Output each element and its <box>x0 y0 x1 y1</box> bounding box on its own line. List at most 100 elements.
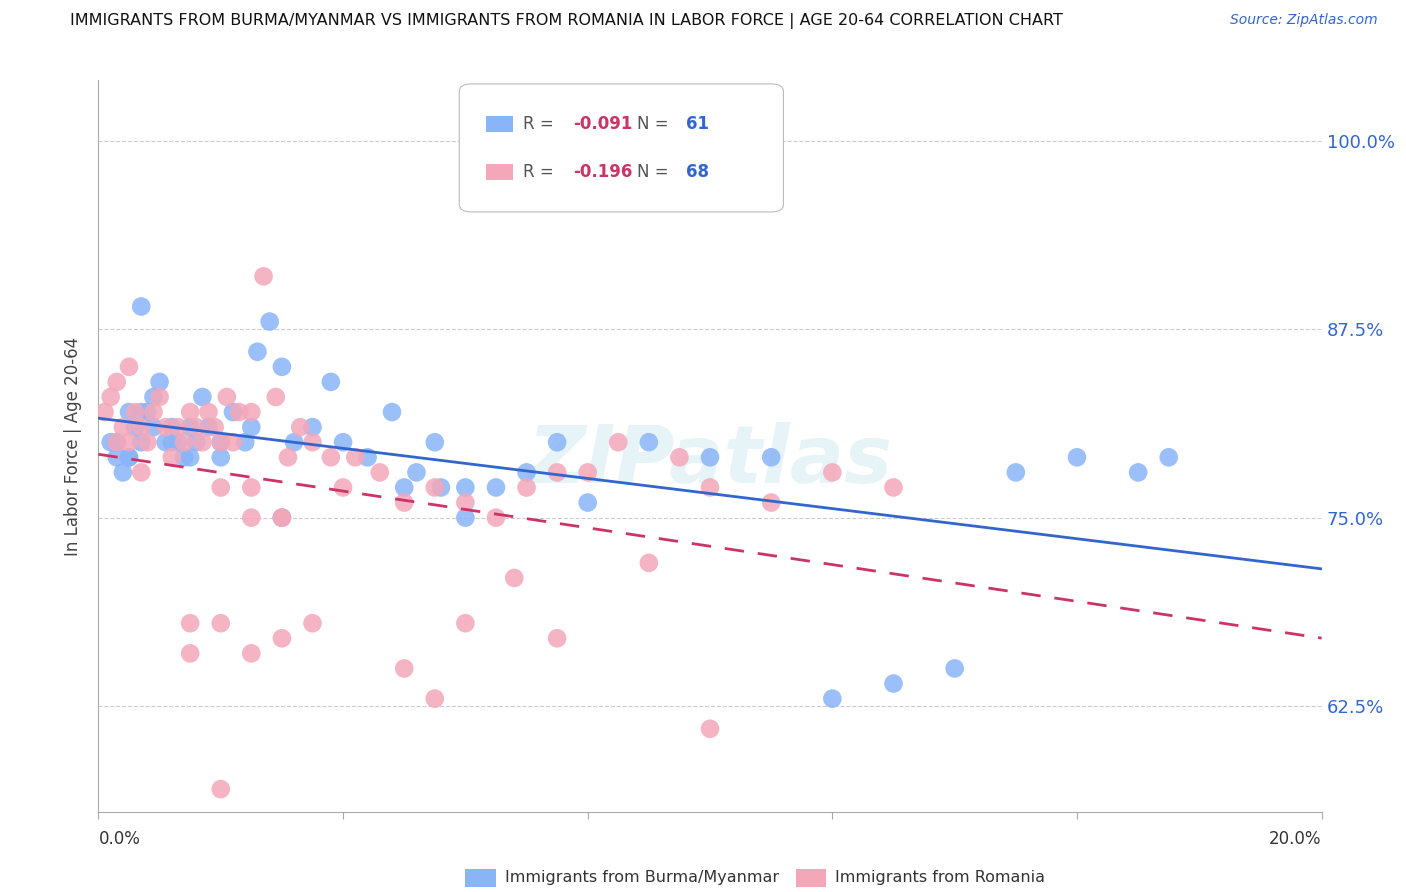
FancyBboxPatch shape <box>460 84 783 212</box>
Point <box>118 450 141 465</box>
Point <box>821 466 844 480</box>
Point <box>191 435 214 450</box>
Point <box>240 646 263 660</box>
Point <box>142 390 165 404</box>
Point <box>204 420 226 434</box>
Point <box>155 420 177 434</box>
Point <box>129 466 152 480</box>
Point <box>454 510 477 524</box>
Point <box>546 466 568 480</box>
Text: Immigrants from Burma/Myanmar: Immigrants from Burma/Myanmar <box>505 870 779 885</box>
Point <box>290 420 312 434</box>
Point <box>233 435 256 450</box>
Point <box>191 390 214 404</box>
Text: 61: 61 <box>686 115 709 133</box>
Point <box>222 405 245 419</box>
Point <box>301 435 323 450</box>
Point <box>209 435 232 450</box>
Point <box>167 435 190 450</box>
Point <box>485 510 508 524</box>
Point <box>118 405 141 419</box>
Point <box>240 420 263 434</box>
Point <box>197 405 219 419</box>
Point <box>136 405 159 419</box>
Point <box>392 495 416 509</box>
Point <box>301 420 323 434</box>
Point <box>454 495 477 509</box>
Point <box>142 420 165 434</box>
Point <box>105 435 128 450</box>
Point <box>344 450 367 465</box>
Text: N =: N = <box>637 162 673 181</box>
Point <box>240 480 263 494</box>
Point <box>160 420 183 434</box>
Point <box>423 691 446 706</box>
Point <box>699 450 721 465</box>
Point <box>105 375 128 389</box>
Point <box>1157 450 1180 465</box>
Point <box>155 435 177 450</box>
Point <box>240 405 263 419</box>
Point <box>179 450 201 465</box>
Point <box>668 450 690 465</box>
Point <box>392 480 416 494</box>
Text: 20.0%: 20.0% <box>1270 830 1322 847</box>
Point <box>93 405 115 419</box>
Point <box>943 661 966 675</box>
Point <box>319 450 342 465</box>
Point <box>430 480 453 494</box>
Point <box>129 405 152 419</box>
Point <box>356 450 378 465</box>
Point <box>118 435 141 450</box>
Point <box>699 722 721 736</box>
Point <box>240 510 263 524</box>
FancyBboxPatch shape <box>486 163 513 180</box>
Point <box>270 632 292 646</box>
Point <box>368 466 391 480</box>
Point <box>576 466 599 480</box>
Point <box>423 480 446 494</box>
Text: Source: ZipAtlas.com: Source: ZipAtlas.com <box>1230 13 1378 28</box>
Point <box>503 571 526 585</box>
Point <box>759 495 782 509</box>
Point <box>129 420 152 434</box>
Point <box>576 495 599 509</box>
Point <box>246 344 269 359</box>
Point <box>209 480 232 494</box>
Point <box>1004 466 1026 480</box>
Point <box>485 480 508 494</box>
Point <box>883 676 905 690</box>
Point <box>215 390 238 404</box>
Text: R =: R = <box>523 115 558 133</box>
Point <box>546 632 568 646</box>
Point <box>228 405 250 419</box>
Point <box>160 435 183 450</box>
Point <box>100 390 122 404</box>
Point <box>129 300 152 314</box>
Text: -0.196: -0.196 <box>574 162 633 181</box>
Point <box>301 616 323 631</box>
Point <box>179 405 201 419</box>
FancyBboxPatch shape <box>486 116 513 132</box>
Point <box>319 375 342 389</box>
Point <box>423 435 446 450</box>
Point <box>277 450 299 465</box>
Point <box>149 375 172 389</box>
Text: 68: 68 <box>686 162 709 181</box>
Point <box>392 661 416 675</box>
Point <box>105 450 128 465</box>
Point <box>186 435 208 450</box>
Point <box>129 435 152 450</box>
Point <box>222 435 245 450</box>
Point <box>454 616 477 631</box>
Point <box>105 435 128 450</box>
FancyBboxPatch shape <box>796 869 827 887</box>
Point <box>105 435 128 450</box>
Point <box>607 435 630 450</box>
Point <box>270 510 292 524</box>
Point <box>136 435 159 450</box>
Text: -0.091: -0.091 <box>574 115 633 133</box>
Point <box>118 359 141 374</box>
Point <box>637 435 661 450</box>
Point <box>270 359 292 374</box>
